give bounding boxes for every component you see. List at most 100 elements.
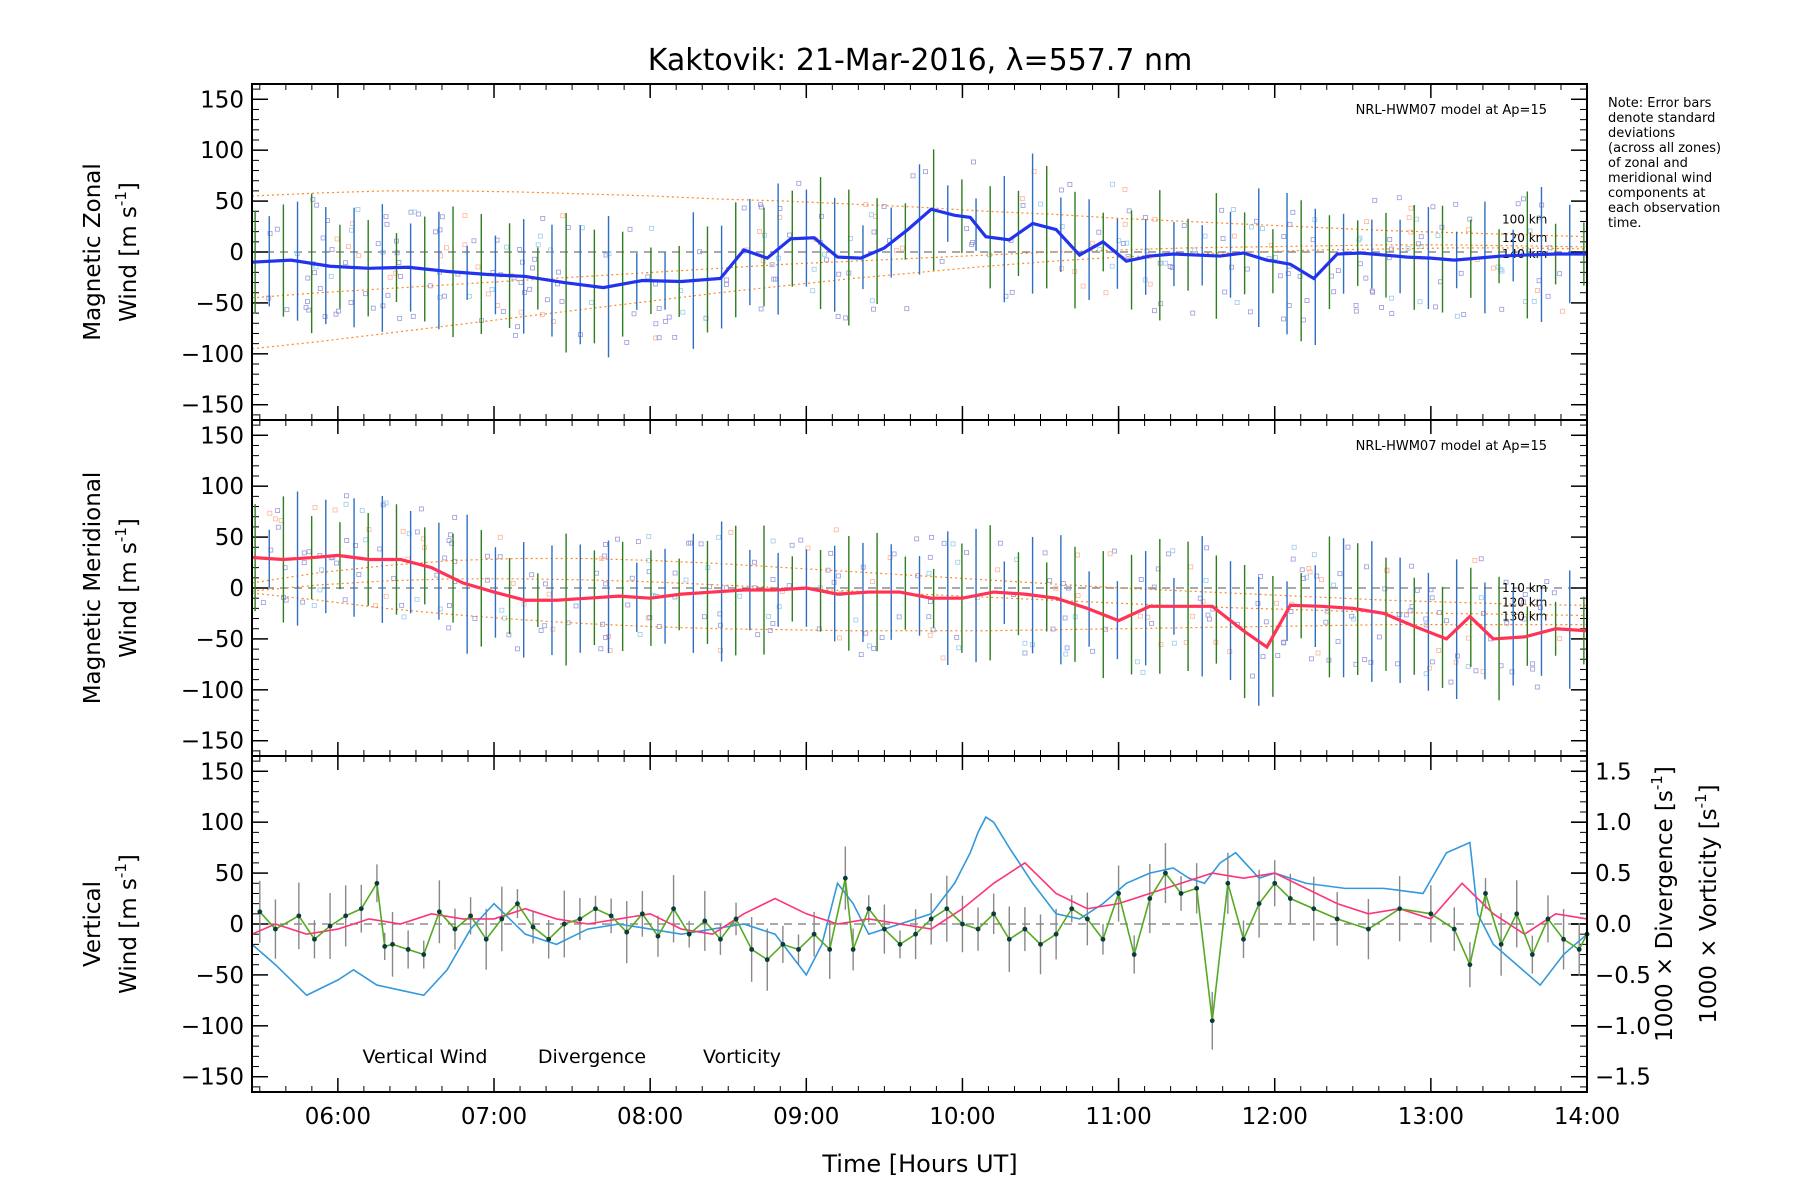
zone-sample-point: [637, 632, 643, 637]
zone-sample-point: [527, 286, 533, 292]
zone-sample-point: [1234, 300, 1240, 305]
zone-sample-point: [442, 293, 447, 299]
zone-sample-point: [697, 249, 703, 255]
y-tick-label: 150: [200, 87, 244, 113]
vertical-wind-point: [1241, 936, 1246, 942]
zone-sample-point: [758, 202, 763, 208]
legend-item: Vertical Wind: [363, 1046, 488, 1068]
zone-sample-point: [1534, 288, 1540, 293]
zone-sample-point: [1140, 669, 1146, 675]
zone-sample-point: [401, 614, 407, 620]
zone-sample-point: [1403, 612, 1409, 618]
zone-sample-point: [894, 248, 899, 254]
vertical-wind-point: [1116, 891, 1121, 896]
zone-sample-point: [1416, 241, 1421, 247]
zone-sample-point: [770, 620, 776, 626]
vertical-wind-point: [1131, 952, 1137, 957]
zone-sample-point: [322, 314, 328, 319]
zone-sample-point: [1277, 273, 1283, 279]
y-axis-label-close: ]: [116, 518, 142, 527]
zone-sample-point: [384, 221, 390, 227]
zone-sample-point: [843, 315, 849, 321]
y2-label-close: ]: [1652, 766, 1678, 775]
zone-sample-point: [758, 306, 764, 312]
vertical-wind-point: [1545, 916, 1551, 922]
y-tick-label: 0: [229, 576, 244, 602]
zone-sample-point: [766, 613, 772, 619]
zone-sample-point: [1207, 616, 1212, 622]
zone-sample-point: [891, 551, 897, 557]
x-tick-label: 14:00: [1554, 1104, 1620, 1130]
vertical-wind-point: [1514, 911, 1520, 917]
zone-sample-point: [868, 212, 874, 218]
zone-sample-point: [348, 300, 354, 305]
vertical-wind-point: [1334, 916, 1340, 922]
vertical-wind-point: [686, 931, 692, 937]
x-tick-label: 12:00: [1242, 1104, 1308, 1130]
zone-sample-point: [495, 303, 501, 308]
zone-sample-point: [824, 257, 829, 263]
zone-sample-point: [1291, 544, 1297, 550]
zone-sample-point: [1353, 308, 1359, 314]
y-axis-label-sup: -1: [112, 863, 130, 878]
zone-sample-point: [504, 244, 509, 250]
zone-sample-point: [649, 225, 654, 231]
zone-sample-point: [1286, 303, 1292, 308]
zone-sample-point: [728, 529, 734, 535]
zone-sample-point: [305, 299, 310, 305]
zone-sample-point: [755, 632, 761, 638]
zone-sample-point: [683, 577, 689, 583]
zone-sample-point: [1204, 545, 1210, 551]
zone-sample-point: [1275, 653, 1281, 658]
zone-sample-point: [546, 591, 552, 597]
zone-sample-point: [1138, 577, 1144, 582]
zone-sample-point: [411, 209, 417, 215]
vertical-wind-point: [671, 906, 676, 912]
zone-sample-point: [1009, 289, 1015, 295]
zone-sample-point: [512, 332, 518, 338]
zone-sample-point: [1515, 201, 1521, 207]
zone-sample-point: [437, 294, 443, 300]
zone-sample-point: [1112, 548, 1117, 554]
zone-sample-point: [1110, 181, 1116, 187]
zone-sample-point: [328, 273, 334, 279]
zone-sample-point: [1368, 659, 1374, 665]
vertical-wind-point: [561, 921, 567, 927]
y-tick-label: 50: [215, 861, 244, 887]
y-axis-label-sup: -1: [112, 527, 130, 542]
zone-sample-point: [444, 245, 449, 251]
vertical-wind-point: [897, 941, 903, 947]
vertical-wind-point: [866, 906, 872, 912]
zone-sample-point: [941, 540, 947, 546]
zone-sample-point: [767, 628, 773, 633]
zone-sample-point: [603, 635, 608, 640]
zone-sample-point: [1478, 595, 1484, 601]
x-axis-label: Time [Hours UT]: [821, 1150, 1017, 1178]
zone-sample-point: [1537, 605, 1543, 611]
zone-sample-point: [510, 580, 516, 586]
zone-sample-point: [418, 506, 424, 512]
vertical-wind-point: [749, 947, 755, 952]
zone-sample-point: [1349, 613, 1355, 619]
zone-sample-point: [489, 287, 495, 293]
zone-sample-point: [267, 230, 273, 236]
y-axis-label-line2: Wind [m s: [116, 878, 142, 994]
zone-sample-point: [635, 539, 641, 545]
zone-sample-point: [1244, 266, 1250, 272]
zone-sample-point: [1526, 248, 1531, 254]
vertical-wind-point: [655, 933, 661, 939]
vertical-wind-point: [1022, 926, 1028, 932]
y-axis-label-sup: -1: [112, 191, 130, 206]
zone-sample-point: [589, 300, 595, 305]
zone-sample-point: [969, 242, 975, 247]
zone-sample-point: [518, 309, 524, 315]
y2-tick-label: −0.5: [1595, 963, 1651, 989]
vertical-wind-point: [1451, 926, 1457, 932]
zone-sample-point: [1080, 283, 1086, 289]
zone-sample-point: [594, 570, 599, 576]
vertical-wind-point: [1006, 936, 1012, 942]
zone-sample-point: [656, 306, 662, 311]
zone-sample-point: [312, 270, 317, 276]
y-tick-label: −100: [181, 342, 244, 368]
zone-sample-point: [1232, 233, 1237, 239]
